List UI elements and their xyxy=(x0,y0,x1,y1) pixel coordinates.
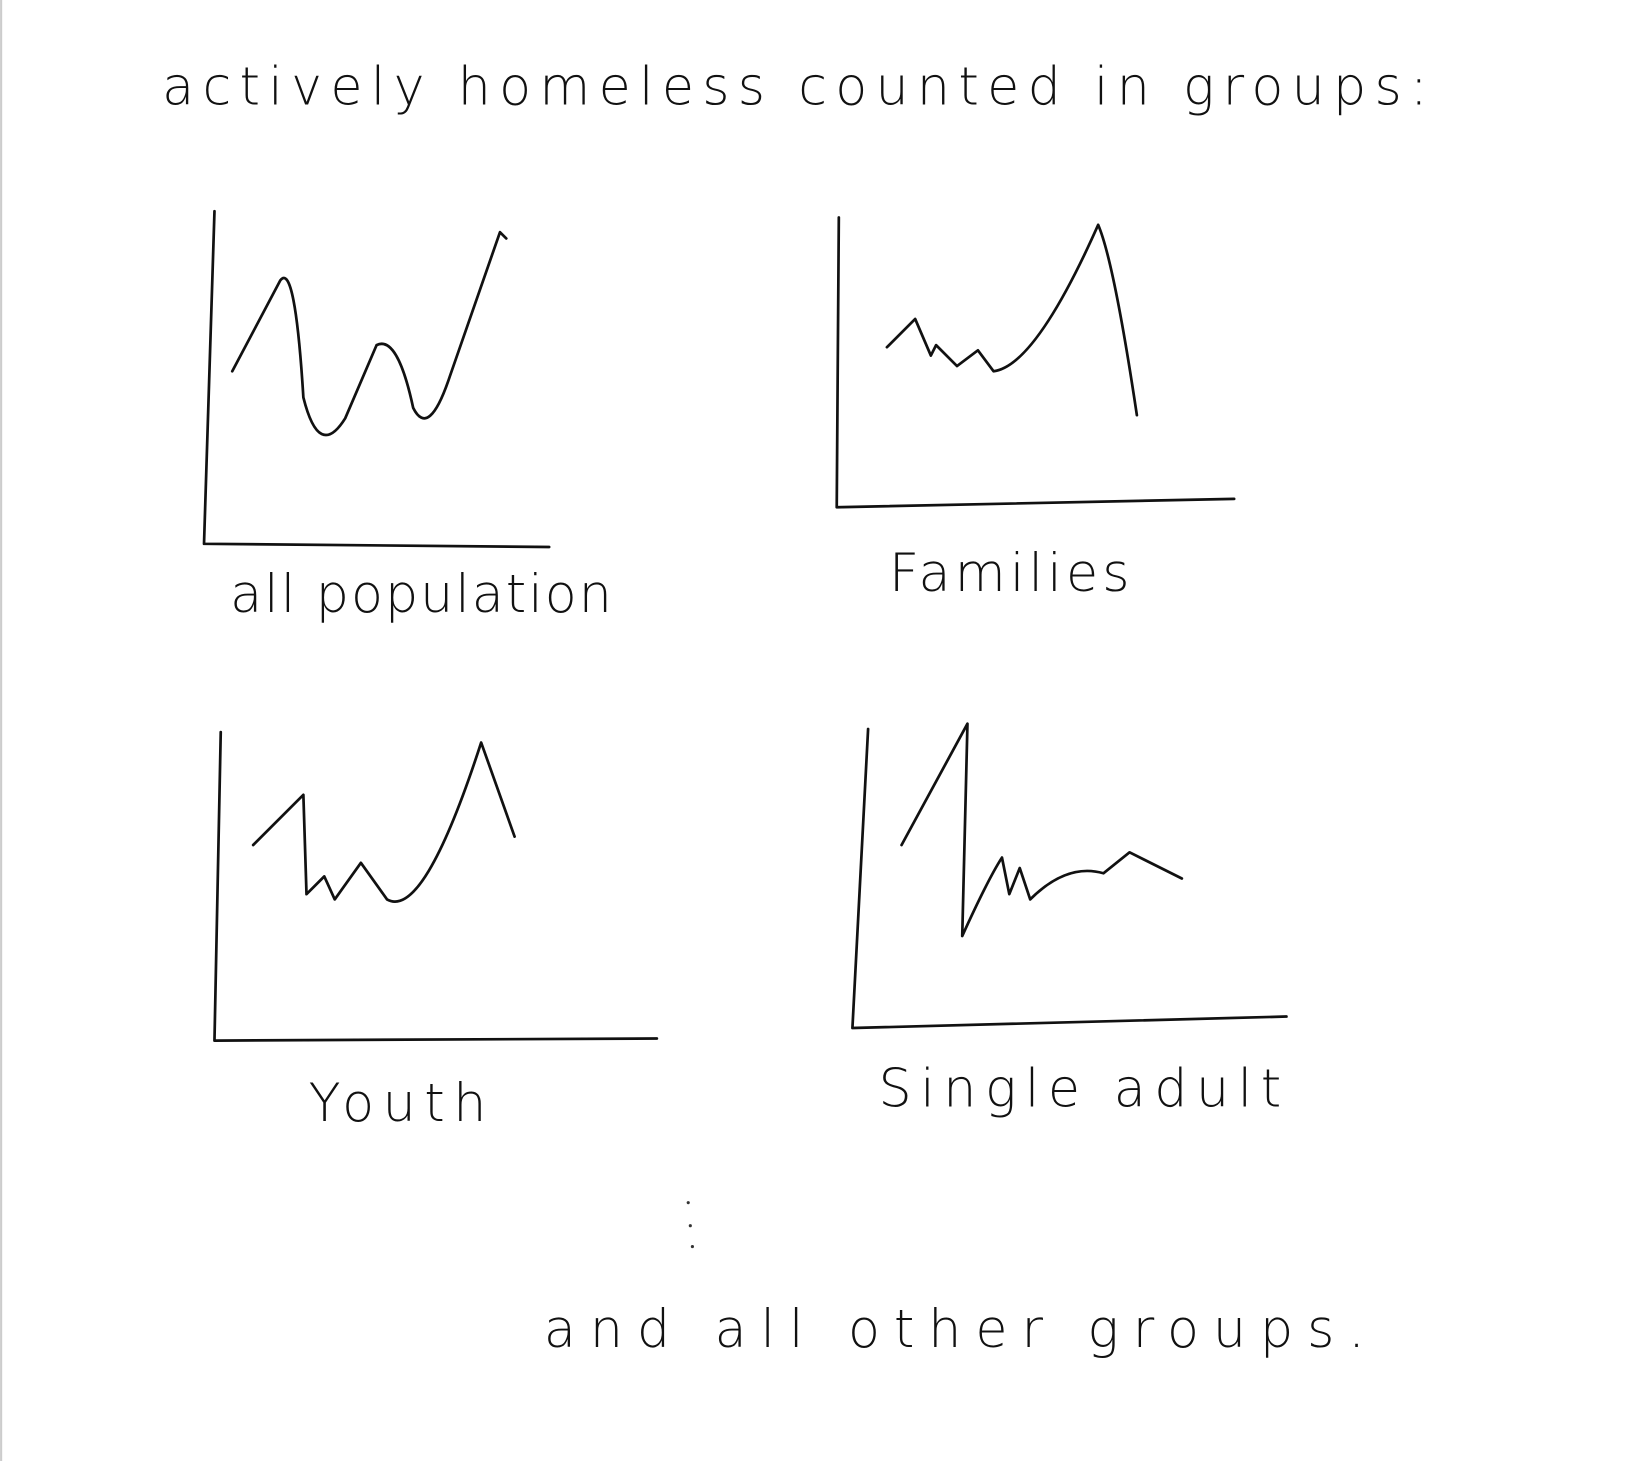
panel-label: Families xyxy=(889,543,1130,604)
axes xyxy=(213,730,659,1042)
axes xyxy=(835,216,1236,509)
trend-line xyxy=(885,223,1139,417)
sketch-chart: Families xyxy=(835,216,1236,604)
panel-label: all population xyxy=(230,564,612,625)
trend-line xyxy=(900,722,1184,938)
trend-line xyxy=(251,741,516,903)
dot xyxy=(688,1224,692,1228)
sketch-chart: Single adult xyxy=(851,722,1288,1119)
footer-text: and all other groups. xyxy=(544,1299,1365,1360)
dot xyxy=(686,1201,690,1205)
ellipsis-dots xyxy=(686,1201,694,1249)
panel-label: Single adult xyxy=(879,1058,1282,1119)
dot xyxy=(690,1245,694,1249)
sketch-chart: all population xyxy=(202,209,612,625)
axes xyxy=(202,209,551,549)
axes xyxy=(851,727,1288,1030)
trend-line xyxy=(230,230,508,437)
